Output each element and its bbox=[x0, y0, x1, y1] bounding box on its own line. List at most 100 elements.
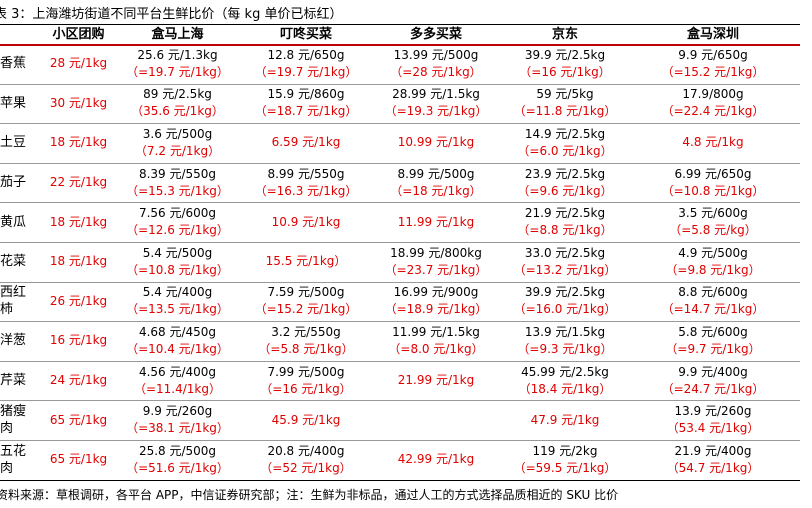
table-cell: 4.9 元/500g （=9.8 元/1kg） bbox=[630, 242, 796, 282]
unit-price: （=28 元/1kg） bbox=[390, 64, 482, 79]
table-cell: 45.9 元/1kg bbox=[240, 400, 372, 440]
unit-price: 26 元/1kg bbox=[49, 293, 108, 308]
unit-price: （=9.3 元/1kg） bbox=[517, 341, 613, 356]
table-cell: 9.9 元/260g （=38.1 元/1kg） bbox=[115, 400, 240, 440]
table-cell: 7.56 元/600g （=12.6 元/1kg） bbox=[115, 202, 240, 242]
table-cell: 28 元/1kg bbox=[42, 44, 115, 84]
rule bbox=[0, 162, 800, 164]
unit-price: （=6.0 元/1kg） bbox=[517, 143, 613, 158]
unit-price: （54.7 元/1kg） bbox=[666, 460, 760, 475]
price: 4.9 元/500g bbox=[678, 245, 748, 260]
rule bbox=[0, 440, 800, 441]
table-cell: 21.99 元/1kg bbox=[372, 361, 500, 401]
unit-price: 6.59 元/1kg bbox=[271, 135, 341, 150]
rule bbox=[0, 479, 800, 481]
price: 4.56 元/400g bbox=[138, 364, 217, 379]
unit-price: （=16 元/1kg） bbox=[260, 381, 352, 396]
table-cell: 15.5 元/1kg） bbox=[240, 242, 372, 282]
price: 7.56 元/600g bbox=[138, 206, 217, 221]
price: 12.8 元/650g bbox=[267, 47, 345, 62]
table-cell: 89 元/2.5kg （35.6 元/1kg） bbox=[115, 84, 240, 124]
table-cell: 5.4 元/400g （=13.5 元/1kg） bbox=[115, 282, 240, 322]
unit-price: （=13.5 元/1kg） bbox=[126, 302, 229, 317]
table-cell: 6.99 元/650g （=10.8 元/1kg） bbox=[630, 163, 796, 203]
price: 119 元/2kg bbox=[532, 443, 598, 458]
table-cell: 3.2 元/550g （=5.8 元/1kg） bbox=[240, 321, 372, 361]
rule bbox=[0, 281, 800, 283]
unit-price: 18 元/1kg bbox=[49, 135, 108, 150]
unit-price: （=24.7 元/1kg） bbox=[661, 381, 765, 396]
price: 13.9 元/1.5kg bbox=[524, 324, 606, 339]
table-cell: 16.99 元/900g （=18.9 元/1kg） bbox=[372, 282, 500, 322]
unit-price: 65 元/1kg bbox=[49, 452, 108, 467]
unit-price: （=18.9 元/1kg） bbox=[384, 302, 488, 317]
table-cell: 11.99 元/1.5kg （=8.0 元/1kg） bbox=[372, 321, 500, 361]
price: 25.6 元/1.3kg bbox=[137, 47, 218, 62]
price: 11.99 元/1.5kg bbox=[392, 324, 480, 339]
table-cell: 8.99 元/500g （=18 元/1kg） bbox=[372, 163, 500, 203]
price: 45.99 元/2.5kg bbox=[521, 364, 609, 379]
price: 9.9 元/260g bbox=[142, 404, 213, 419]
unit-price: 22 元/1kg bbox=[49, 175, 108, 190]
unit-price: （=18.7 元/1kg） bbox=[254, 104, 358, 119]
table-cell: 24 元/1kg bbox=[42, 361, 115, 401]
table-cell: 14.9 元/2.5kg （=6.0 元/1kg） bbox=[500, 123, 630, 163]
unit-price: （=16 元/1kg） bbox=[519, 64, 611, 79]
unit-price: （=52 元/1kg） bbox=[260, 460, 352, 475]
table-cell: 25.6 元/1.3kg （=19.7 元/1kg） bbox=[115, 44, 240, 84]
table-cell: 18.99 元/800kg （=23.7 元/1kg） bbox=[372, 242, 500, 282]
unit-price: 15.5 元/1kg） bbox=[265, 254, 347, 269]
source-note: 资料来源：草根调研，各平台 APP，中信证券研究部；注：生鲜为非标品，通过人工的… bbox=[0, 488, 619, 502]
table-cell: 59 元/5kg （=11.8 元/1kg） bbox=[500, 84, 630, 124]
unit-price: （35.6 元/1kg） bbox=[131, 104, 224, 119]
table-cell: 65 元/1kg bbox=[42, 400, 115, 440]
table-cell: 13.9 元/260g （53.4 元/1kg） bbox=[630, 400, 796, 440]
unit-price: （=11.4/1kg） bbox=[133, 381, 222, 396]
table-cell: 21.9 元/400g （54.7 元/1kg） bbox=[630, 440, 796, 480]
unit-price: 30 元/1kg bbox=[49, 95, 108, 110]
column-header: 盒马上海 bbox=[151, 26, 204, 42]
unit-price: （53.4 元/1kg） bbox=[666, 421, 760, 436]
unit-price: （=10.8 元/1kg） bbox=[661, 183, 765, 198]
row-label: 花菜 bbox=[0, 254, 27, 270]
unit-price: 24 元/1kg bbox=[49, 373, 108, 388]
table-cell: 10.99 元/1kg bbox=[372, 123, 500, 163]
column-header: 京东 bbox=[551, 26, 578, 42]
unit-price: （=9.8 元/1kg） bbox=[665, 262, 761, 277]
unit-price: （=9.6 元/1kg） bbox=[517, 183, 613, 198]
table-cell: 30 元/1kg bbox=[42, 84, 115, 124]
unit-price: 11.99 元/1kg bbox=[397, 214, 475, 229]
table-cell: 11.99 元/1kg bbox=[372, 202, 500, 242]
table-cell: 26 元/1kg bbox=[42, 282, 115, 322]
table-cell: 6.59 元/1kg bbox=[240, 123, 372, 163]
price: 3.5 元/600g bbox=[678, 206, 748, 221]
unit-price: （=8.8 元/1kg） bbox=[517, 223, 613, 238]
table-cell: 9.9 元/650g （=15.2 元/1kg） bbox=[630, 44, 796, 84]
rule bbox=[0, 321, 800, 323]
price: 59 元/5kg bbox=[536, 87, 594, 102]
rule bbox=[0, 123, 800, 125]
unit-price: （=15.3 元/1kg） bbox=[126, 183, 229, 198]
price: 16.99 元/900g bbox=[393, 285, 479, 300]
table-cell: 65 元/1kg bbox=[42, 440, 115, 480]
table-cell: 18 元/1kg bbox=[42, 123, 115, 163]
table-cell: 18 元/1kg bbox=[42, 202, 115, 242]
column-header: 小区团购 bbox=[52, 26, 105, 42]
row-label: 洋葱 bbox=[0, 333, 27, 349]
table-cell: 7.59 元/500g （=15.2 元/1kg） bbox=[240, 282, 372, 322]
unit-price: （=16.3 元/1kg） bbox=[254, 183, 358, 198]
price: 7.59 元/500g bbox=[267, 285, 345, 300]
table-cell: 39.9 元/2.5kg （=16 元/1kg） bbox=[500, 44, 630, 84]
rule bbox=[0, 83, 800, 85]
unit-price: （=19.7 元/1kg） bbox=[126, 64, 229, 79]
unit-price: （18.4 元/1kg） bbox=[518, 381, 612, 396]
unit-price: 28 元/1kg bbox=[49, 56, 108, 71]
price: 3.2 元/550g bbox=[271, 324, 341, 339]
rule bbox=[0, 400, 800, 402]
price: 13.99 元/500g bbox=[393, 47, 479, 62]
table-cell: 13.99 元/500g （=28 元/1kg） bbox=[372, 44, 500, 84]
price: 15.9 元/860g bbox=[267, 87, 345, 102]
table-cell: 8.99 元/550g （=16.3 元/1kg） bbox=[240, 163, 372, 203]
price: 89 元/2.5kg bbox=[143, 87, 212, 102]
table-cell bbox=[372, 400, 500, 440]
